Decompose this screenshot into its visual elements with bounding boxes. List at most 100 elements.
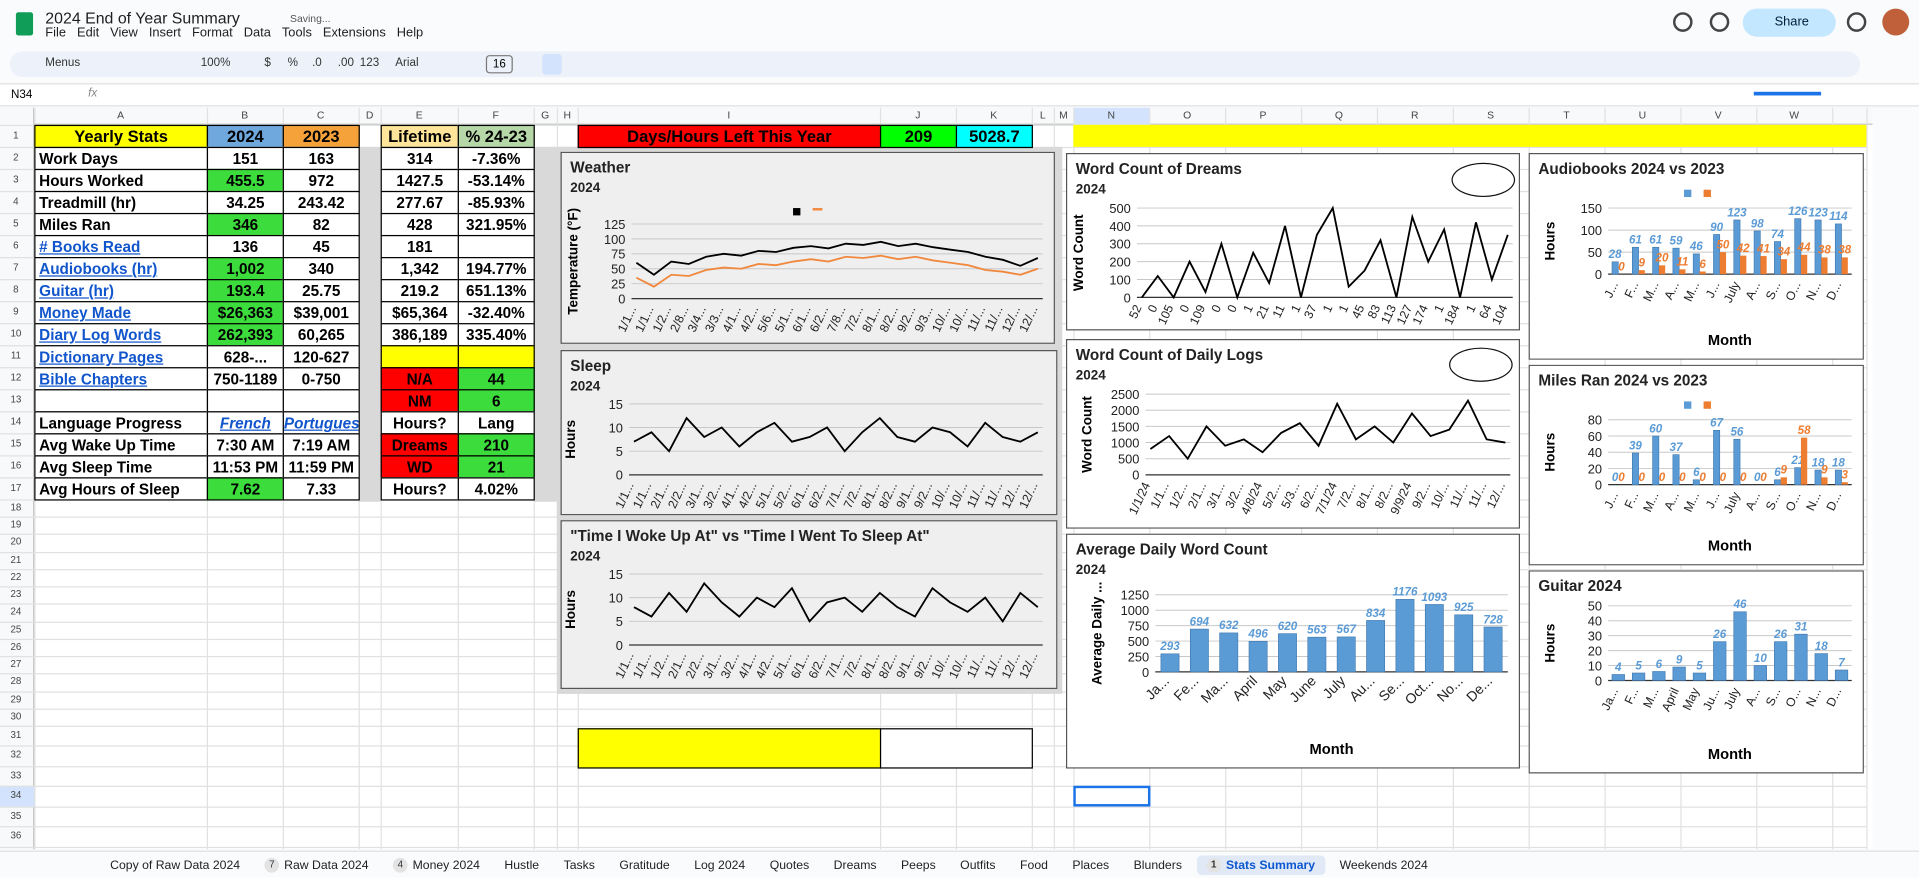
table-cell[interactable]: Lang: [457, 411, 535, 435]
table-cell[interactable]: # Books Read: [34, 234, 209, 259]
table-cell[interactable]: [34, 389, 209, 413]
doc-title[interactable]: 2024 End of Year Summary: [45, 8, 240, 27]
table-cell[interactable]: Yearly Stats: [34, 124, 209, 149]
table-cell[interactable]: 60,265: [282, 323, 360, 347]
sheet-tab[interactable]: Outfits: [950, 855, 1005, 875]
menu-item[interactable]: Edit: [77, 25, 100, 41]
table-cell[interactable]: Hours Worked: [34, 168, 209, 193]
table-cell[interactable]: 7:30 AM: [206, 433, 284, 457]
sheet-tab[interactable]: Quotes: [760, 855, 819, 875]
font-size-box[interactable]: 16: [485, 55, 513, 74]
tab-name[interactable]: Weekends 2024: [1339, 858, 1428, 872]
tab-name[interactable]: Gratitude: [619, 858, 670, 872]
table-cell[interactable]: 210: [457, 433, 535, 457]
table-cell[interactable]: 628-...: [206, 345, 284, 369]
sheet-tab[interactable]: Log 2024: [684, 855, 755, 875]
table-cell[interactable]: French: [206, 411, 284, 435]
chart[interactable]: Word Count of Dreams 2024 Word Count 0 100 20…: [1065, 152, 1521, 331]
menu-item[interactable]: Help: [396, 25, 424, 41]
chart[interactable]: Word Count of Daily Logs 2024 Word Count 05…: [1065, 339, 1521, 529]
table-cell[interactable]: 340: [282, 257, 360, 281]
table-cell[interactable]: -53.14%: [457, 168, 535, 193]
menu-item[interactable]: View: [110, 25, 138, 41]
table-cell[interactable]: 314: [380, 146, 459, 171]
table-cell[interactable]: 82: [282, 212, 360, 237]
table-cell[interactable]: 7.33: [282, 477, 360, 501]
table-cell[interactable]: 120-627: [282, 345, 360, 369]
table-cell[interactable]: 5028.7: [955, 124, 1033, 149]
sheet-tab[interactable]: Blunders: [1124, 855, 1192, 875]
sheet-tab[interactable]: 7 Raw Data 2024: [255, 855, 379, 875]
table-cell[interactable]: $26,363: [206, 301, 284, 325]
table-cell[interactable]: 651.13%: [457, 279, 535, 303]
cell-ref[interactable]: N34: [11, 88, 33, 102]
table-cell[interactable]: 0-750: [282, 367, 360, 391]
table-cell[interactable]: Miles Ran: [34, 212, 209, 237]
table-cell[interactable]: Guitar (hr): [34, 279, 209, 303]
table-cell[interactable]: Dreams: [380, 433, 459, 457]
table-cell[interactable]: Work Days: [34, 146, 209, 171]
chart[interactable]: Average Daily Word Count 2024 Average Dail…: [1065, 533, 1521, 769]
table-cell[interactable]: 7.62: [206, 477, 284, 501]
table-cell[interactable]: 7:19 AM: [282, 433, 360, 457]
tab-name[interactable]: Log 2024: [694, 858, 746, 872]
sheet-tab[interactable]: Dreams: [824, 855, 886, 875]
table-cell[interactable]: 136: [206, 234, 284, 259]
tab-name[interactable]: Peeps: [901, 858, 936, 872]
table-cell[interactable]: 2024: [206, 124, 284, 149]
table-cell[interactable]: 335.40%: [457, 323, 535, 347]
table-cell[interactable]: Money Made: [34, 301, 209, 325]
sheet-tab[interactable]: Tasks: [554, 855, 605, 875]
menu-item[interactable]: Extensions: [322, 25, 386, 41]
table-cell[interactable]: Bible Chapters: [34, 367, 209, 391]
table-cell[interactable]: [380, 345, 459, 369]
toolbar-item[interactable]: .0: [312, 56, 322, 70]
tab-name[interactable]: Stats Summary: [1225, 858, 1316, 872]
menu-item[interactable]: Insert: [148, 25, 181, 41]
menu-item[interactable]: File: [45, 25, 66, 41]
table-cell[interactable]: 34.25: [206, 190, 284, 215]
menu-item[interactable]: Data: [243, 25, 271, 41]
toolbar-item[interactable]: %: [287, 56, 298, 70]
table-cell[interactable]: 346: [206, 212, 284, 237]
tab-name[interactable]: Raw Data 2024: [284, 858, 369, 872]
table-cell[interactable]: 11:59 PM: [282, 455, 360, 479]
table-cell[interactable]: Diary Log Words: [34, 323, 209, 347]
share-button[interactable]: Share: [1742, 8, 1836, 37]
toolbar-item[interactable]: Menus: [45, 56, 81, 70]
sheet-tab[interactable]: Gratitude: [610, 855, 680, 875]
table-cell[interactable]: Audiobooks (hr): [34, 257, 209, 281]
chart[interactable]: Audiobooks 2024 vs 2023 Hours Month 0 50 100 1…: [1528, 152, 1864, 360]
table-cell[interactable]: 428: [380, 212, 459, 237]
table-cell[interactable]: 151: [206, 146, 284, 171]
table-cell[interactable]: 181: [380, 234, 459, 259]
chart[interactable]: Sleep2024Hours0510151/1...1/1...2/1...2/…: [560, 350, 1058, 516]
table-cell[interactable]: 193.4: [206, 279, 284, 303]
table-cell[interactable]: 972: [282, 168, 360, 193]
table-cell[interactable]: 1,002: [206, 257, 284, 281]
table-cell[interactable]: -32.40%: [457, 301, 535, 325]
table-cell[interactable]: 194.77%: [457, 257, 535, 281]
table-cell[interactable]: Treadmill (hr): [34, 190, 209, 215]
table-cell[interactable]: 21: [457, 455, 535, 479]
table-cell[interactable]: $65,364: [380, 301, 459, 325]
sheet-tab[interactable]: Copy of Raw Data 2024: [100, 855, 250, 875]
table-cell[interactable]: $39,001: [282, 301, 360, 325]
menu-item[interactable]: Tools: [281, 25, 312, 41]
table-cell[interactable]: [457, 345, 535, 369]
sheet-tab[interactable]: 4 Money 2024: [383, 855, 490, 875]
table-cell[interactable]: 219.2: [380, 279, 459, 303]
table-cell[interactable]: 1,342: [380, 257, 459, 281]
sheet-tab[interactable]: Hustle: [495, 855, 549, 875]
tab-name[interactable]: Blunders: [1133, 858, 1182, 872]
table-cell[interactable]: Avg Sleep Time: [34, 455, 209, 479]
toolbar-item[interactable]: $: [264, 56, 271, 70]
chart[interactable]: Weather 2024 Temperature (°F) 0255075100125…: [560, 151, 1055, 344]
toolbar-item[interactable]: Arial: [395, 56, 419, 70]
table-cell[interactable]: 243.42: [282, 190, 360, 215]
table-cell[interactable]: Avg Wake Up Time: [34, 433, 209, 457]
table-cell[interactable]: [282, 389, 360, 413]
tab-name[interactable]: Places: [1072, 858, 1110, 872]
table-cell[interactable]: % 24-23: [457, 124, 535, 149]
table-cell[interactable]: 262,393: [206, 323, 284, 347]
